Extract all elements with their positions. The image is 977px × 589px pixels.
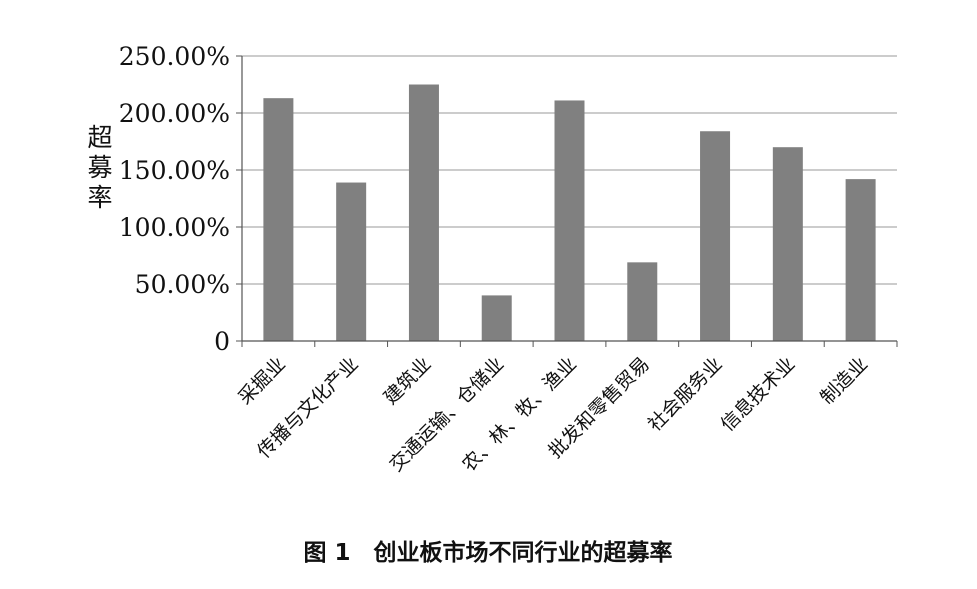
bar bbox=[772, 147, 803, 341]
x-tick-label: 采掘业 bbox=[234, 353, 290, 409]
bar bbox=[263, 98, 294, 342]
x-tick-label: 建筑业 bbox=[380, 353, 436, 409]
y-tick-label: 50.00% bbox=[135, 270, 230, 299]
bar bbox=[336, 182, 367, 341]
y-tick-labels: 0 50.00% 100.00% 150.00% 200.00% 250.00% bbox=[119, 42, 230, 356]
bar bbox=[627, 262, 658, 341]
y-tick-label: 0 bbox=[214, 327, 230, 356]
chart-title: 图 1 创业板市场不同行业的超募率 bbox=[303, 539, 672, 566]
x-tick-label: 制造业 bbox=[816, 353, 872, 409]
x-tick-label: 信息技术业 bbox=[717, 353, 800, 436]
bars bbox=[263, 84, 876, 342]
bar bbox=[408, 84, 439, 341]
y-tick-label: 150.00% bbox=[119, 156, 230, 185]
y-tick-label: 200.00% bbox=[119, 99, 230, 128]
bar bbox=[481, 295, 512, 341]
y-tick-label: 250.00% bbox=[119, 42, 230, 71]
bar bbox=[554, 100, 585, 342]
axes bbox=[236, 55, 898, 347]
bar bbox=[700, 131, 731, 341]
x-tick-label: 社会服务业 bbox=[644, 353, 727, 436]
bar bbox=[845, 179, 876, 341]
y-axis-label: 超募率 bbox=[87, 123, 112, 212]
y-tick-label: 100.00% bbox=[119, 213, 230, 242]
